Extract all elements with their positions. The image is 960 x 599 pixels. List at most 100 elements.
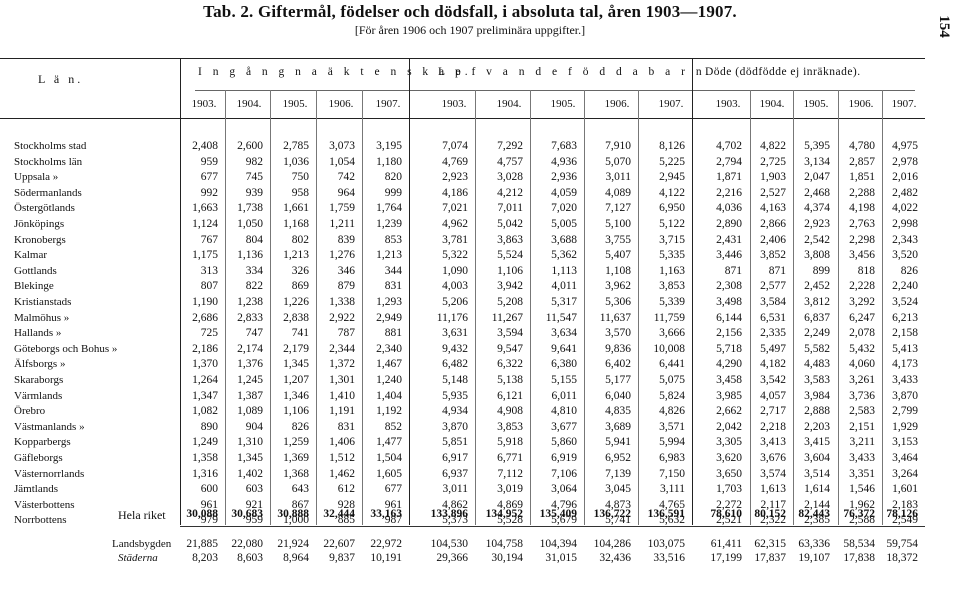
table-cell: 2,888 bbox=[804, 405, 830, 418]
header-mid-rule bbox=[195, 90, 915, 91]
total-cell: 133,896 bbox=[430, 508, 468, 520]
area-cell: 8,203 bbox=[192, 552, 218, 564]
table-cell: 3,211 bbox=[849, 436, 875, 449]
table-cell: 1,163 bbox=[659, 264, 685, 277]
table-cell: 742 bbox=[337, 171, 355, 184]
table-cell: 2,174 bbox=[237, 342, 263, 355]
table-cell: 3,292 bbox=[849, 296, 875, 308]
area-cell: 17,837 bbox=[754, 552, 786, 564]
table-cell: 7,150 bbox=[659, 467, 685, 480]
table-cell: 2,527 bbox=[760, 186, 786, 199]
table-cell: 6,937 bbox=[442, 467, 468, 480]
table-cell: 2,158 bbox=[892, 327, 918, 340]
table-cell: 4,011 bbox=[551, 280, 577, 293]
table-cell: 10,008 bbox=[653, 342, 685, 355]
table-cell: 2,308 bbox=[716, 280, 742, 293]
table-cell: 6,983 bbox=[659, 452, 685, 464]
table-cell: 4,290 bbox=[716, 358, 742, 371]
table-cell: 5,335 bbox=[659, 249, 685, 262]
table-cell: 4,835 bbox=[605, 405, 631, 418]
table-cell: 867 bbox=[291, 498, 309, 511]
table-cell: 313 bbox=[200, 264, 218, 277]
table-cell: 852 bbox=[384, 420, 402, 433]
table-cell: 1,293 bbox=[376, 296, 402, 308]
area-cell: 9,837 bbox=[329, 552, 355, 564]
table-cell: 1,703 bbox=[716, 483, 742, 496]
table-cell: 5,075 bbox=[659, 374, 685, 386]
table-cell: 2,936 bbox=[551, 171, 577, 184]
group-header-births: L e f v a n d e f ö d d a b a r n. bbox=[438, 66, 713, 78]
table-cell: 3,853 bbox=[659, 280, 685, 293]
table-cell: 3,583 bbox=[804, 374, 830, 386]
table-cell: 1,376 bbox=[237, 358, 263, 371]
table-cell: 2,866 bbox=[760, 218, 786, 230]
table-cell: 992 bbox=[200, 186, 218, 199]
table-cell: 5,122 bbox=[659, 218, 685, 230]
table-cell: 4,873 bbox=[605, 498, 631, 511]
total-cell: 136,591 bbox=[647, 508, 685, 520]
area-name: Landsbygden bbox=[112, 538, 172, 550]
area-cell: 61,411 bbox=[710, 538, 742, 550]
table-cell: 2,763 bbox=[849, 218, 875, 230]
table-cell: 3,604 bbox=[804, 452, 830, 464]
year-header: 1904. bbox=[496, 98, 522, 110]
table-cell: 5,524 bbox=[497, 249, 523, 262]
table-cell: 2,078 bbox=[849, 327, 875, 340]
table-cell: 3,570 bbox=[605, 327, 631, 340]
table-cell: 3,413 bbox=[760, 436, 786, 449]
table-cell: 344 bbox=[384, 264, 402, 277]
table-cell: 7,683 bbox=[551, 140, 577, 152]
total-cell: 78,126 bbox=[886, 508, 918, 520]
table-cell: 600 bbox=[200, 483, 218, 496]
table-cell: 3,011 bbox=[442, 483, 468, 496]
table-cell: 5,322 bbox=[442, 249, 468, 262]
area-cell: 22,607 bbox=[323, 538, 355, 550]
table-cell: 1,402 bbox=[237, 467, 263, 480]
table-cell: 3,458 bbox=[716, 374, 742, 386]
table-cell: 6,213 bbox=[892, 311, 918, 324]
table-cell: 4,757 bbox=[497, 155, 523, 168]
table-cell: 1,410 bbox=[329, 389, 355, 402]
table-cell: 9,547 bbox=[497, 342, 523, 355]
table-cell: 6,441 bbox=[659, 358, 685, 371]
table-cell: 818 bbox=[857, 264, 875, 277]
table-cell: 4,036 bbox=[716, 202, 742, 215]
table-cell: 6,247 bbox=[849, 311, 875, 324]
table-cell: 1,054 bbox=[329, 155, 355, 168]
area-cell: 18,372 bbox=[886, 552, 918, 564]
table-cell: 1,192 bbox=[376, 405, 402, 418]
table-cell: 3,666 bbox=[659, 327, 685, 340]
area-cell: 104,530 bbox=[430, 538, 468, 550]
table-cell: 5,373 bbox=[442, 514, 468, 527]
table-cell: 1,370 bbox=[192, 358, 218, 371]
table-cell: 1,213 bbox=[376, 249, 402, 262]
table-cell: 5,824 bbox=[659, 389, 685, 402]
table-cell: 1,387 bbox=[237, 389, 263, 402]
table-cell: 1,310 bbox=[237, 436, 263, 449]
year-header: 1904. bbox=[759, 98, 785, 110]
table-cell: 2,343 bbox=[892, 233, 918, 246]
table-cell: 4,908 bbox=[497, 405, 523, 418]
table-cell: 3,781 bbox=[442, 233, 468, 246]
table-cell: 5,582 bbox=[804, 342, 830, 355]
table-cell: 2,144 bbox=[804, 498, 830, 511]
table-cell: 4,769 bbox=[442, 155, 468, 168]
table-cell: 5,306 bbox=[605, 296, 631, 308]
table-cell: 5,941 bbox=[605, 436, 631, 449]
county-name: Skaraborgs bbox=[14, 374, 64, 386]
table-cell: 1,346 bbox=[283, 389, 309, 402]
table-cell: 881 bbox=[384, 327, 402, 340]
table-cell: 767 bbox=[200, 233, 218, 246]
table-cell: 4,089 bbox=[605, 186, 631, 199]
group-header-marriages: I n g å n g n a ä k t e n s k a p. bbox=[198, 66, 472, 78]
table-cell: 3,736 bbox=[849, 389, 875, 402]
table-cell: 2,600 bbox=[237, 140, 263, 152]
table-cell: 4,186 bbox=[442, 186, 468, 199]
table-cell: 2,228 bbox=[849, 280, 875, 293]
table-cell: 5,413 bbox=[892, 342, 918, 355]
table-cell: 334 bbox=[245, 264, 263, 277]
table-cell: 1,249 bbox=[192, 436, 218, 449]
table-cell: 326 bbox=[291, 264, 309, 277]
table-cell: 603 bbox=[245, 483, 263, 496]
table-cell: 7,020 bbox=[551, 202, 577, 215]
